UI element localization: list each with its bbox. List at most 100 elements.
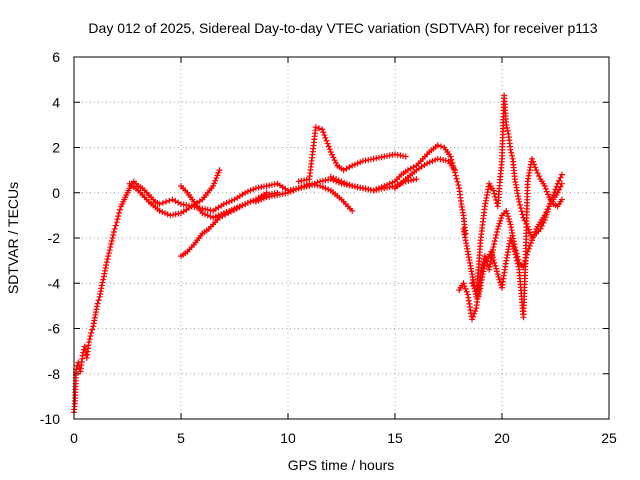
data-point (434, 142, 441, 149)
data-point (506, 218, 513, 225)
data-point (542, 214, 549, 221)
data-point (469, 316, 476, 323)
data-point (330, 175, 337, 182)
data-point (491, 190, 498, 197)
data-point (429, 158, 436, 165)
data-point (557, 174, 564, 181)
data-point (472, 307, 479, 314)
data-point (447, 153, 454, 160)
data-point (481, 253, 488, 260)
data-point (95, 297, 102, 304)
data-point (527, 240, 534, 247)
data-point (504, 210, 511, 217)
data-point (551, 189, 558, 196)
data-point (330, 154, 337, 161)
data-point (543, 188, 550, 195)
data-point (111, 225, 118, 232)
data-point (538, 222, 545, 229)
data-point (558, 171, 565, 178)
data-point (528, 155, 535, 162)
data-point (349, 207, 356, 214)
data-point (354, 160, 361, 167)
data-point (413, 176, 420, 183)
data-point (85, 339, 92, 346)
data-point (242, 189, 249, 196)
data-point (335, 177, 342, 184)
data-point (471, 310, 478, 317)
data-point (319, 126, 326, 133)
data-point (448, 156, 455, 163)
y-tick-label: -8 (48, 366, 61, 382)
data-point (210, 182, 217, 189)
data-point (207, 213, 214, 220)
data-point (540, 219, 547, 226)
data-point (94, 300, 101, 307)
data-point (216, 167, 223, 174)
series-arc-7 (392, 155, 458, 192)
data-point (544, 208, 551, 215)
data-point (558, 196, 565, 203)
data-point (498, 215, 505, 222)
data-point (526, 229, 533, 236)
data-point (402, 153, 409, 160)
data-point (117, 206, 124, 213)
data-point (260, 195, 267, 202)
data-point (550, 192, 557, 199)
grid-layer (74, 57, 609, 419)
x-tick-label: 10 (280, 430, 296, 446)
data-point (105, 253, 112, 260)
data-point (531, 161, 538, 168)
data-point (115, 213, 122, 220)
data-point (507, 146, 514, 153)
data-point (338, 178, 345, 185)
data-point (163, 198, 170, 205)
series-arc-1 (126, 167, 223, 219)
data-point (492, 262, 499, 269)
data-point (518, 208, 525, 215)
data-point (514, 260, 521, 267)
data-point (494, 271, 501, 278)
data-point (325, 143, 332, 150)
data-point (541, 216, 548, 223)
data-point (215, 169, 222, 176)
chart-title: Day 012 of 2025, Sidereal Day-to-day VTE… (88, 20, 597, 36)
data-point (510, 245, 517, 252)
data-point (244, 188, 251, 195)
data-point (489, 251, 496, 258)
data-point (488, 248, 495, 255)
data-point (332, 159, 339, 166)
series-arc-5 (295, 124, 409, 185)
plot-frame (73, 56, 610, 420)
data-point (107, 244, 114, 251)
data-point (317, 182, 324, 189)
data-point (323, 137, 330, 144)
data-point (491, 259, 498, 266)
data-point (491, 241, 498, 248)
data-point (513, 257, 520, 264)
data-point (493, 268, 500, 275)
data-point (327, 149, 334, 156)
data-point (108, 241, 115, 248)
y-axis-label: SDTVAR / TECUs (5, 182, 21, 294)
data-point (517, 205, 524, 212)
data-point (109, 235, 116, 241)
data-point (546, 203, 553, 210)
data-point (113, 219, 120, 226)
data-point (494, 228, 501, 235)
data-point (316, 125, 323, 132)
data-point (493, 265, 500, 272)
data-point (490, 257, 497, 264)
data-point (104, 256, 111, 263)
data-point (432, 156, 439, 163)
data-point (327, 173, 334, 180)
data-point (503, 121, 510, 128)
x-tick-label: 5 (177, 430, 185, 446)
data-point (349, 162, 356, 169)
data-point (223, 199, 230, 206)
data-point (99, 279, 106, 286)
data-point (357, 159, 364, 166)
data-point (530, 158, 537, 165)
data-point (497, 217, 504, 224)
data-point (110, 228, 117, 235)
data-point (115, 210, 122, 217)
